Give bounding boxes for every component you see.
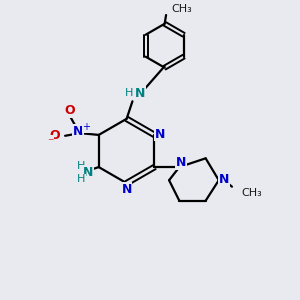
Text: N: N [73,124,83,138]
Text: ⁻: ⁻ [47,136,54,149]
Text: N: N [122,183,132,196]
Text: H: H [77,161,86,172]
Text: CH₃: CH₃ [171,4,192,14]
Text: H: H [125,88,133,98]
Text: H: H [77,174,86,184]
Text: +: + [82,122,90,132]
Text: N: N [176,156,186,169]
Text: N: N [83,166,93,179]
Text: N: N [135,87,145,100]
Text: O: O [65,104,75,117]
Text: N: N [219,173,229,186]
Text: O: O [49,129,60,142]
Text: CH₃: CH₃ [241,188,262,198]
Text: N: N [154,128,165,141]
